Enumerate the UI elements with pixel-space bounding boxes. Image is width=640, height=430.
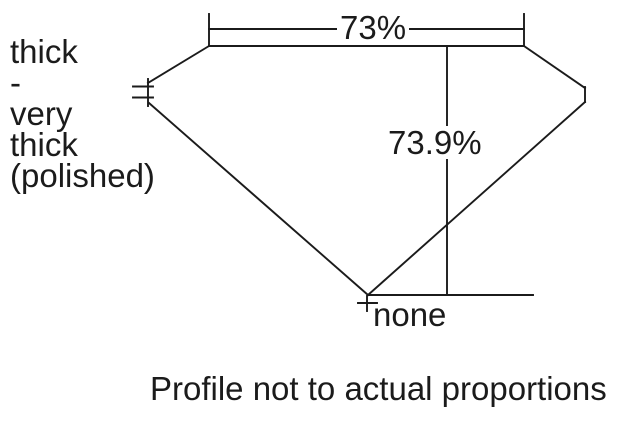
depth-percentage-label: 73.9% <box>385 126 485 159</box>
culet-label: none <box>373 296 447 333</box>
caption: Profile not to actual proportions <box>150 370 607 407</box>
table-percentage-label: 73% <box>337 11 410 44</box>
pavilion-facet-left <box>147 101 370 297</box>
crown-facet-left <box>146 44 211 85</box>
crown-facet-right <box>522 44 587 90</box>
pavilion-facet-right <box>366 100 587 297</box>
girdle-thickness-label: thick - very thick (polished) <box>10 33 155 194</box>
